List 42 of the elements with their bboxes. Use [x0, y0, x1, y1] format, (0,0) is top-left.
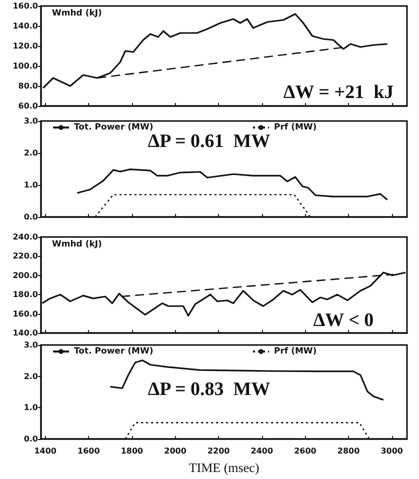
y-tick-label: 200.0	[12, 270, 38, 280]
line-series	[110, 360, 384, 401]
y-tick-label: 0.0	[24, 212, 38, 222]
y-tick-label: 240.0	[12, 232, 38, 242]
x-tick-label: 1600	[78, 446, 100, 456]
y-tick-label: 180.0	[12, 290, 38, 300]
annotation: ΔW = +21 kJ	[283, 82, 394, 103]
y-axis-title: Wmhd (kJ)	[52, 240, 102, 250]
legend-label: Tot. Power (MW)	[74, 346, 154, 356]
x-tick-label: 2800	[337, 446, 360, 456]
y-axis-title: Wmhd (kJ)	[52, 8, 102, 18]
x-tick-label: 2200	[207, 446, 230, 456]
annotation: ΔP = 0.61 MW	[148, 131, 270, 152]
y-tick-label: 1.0	[24, 180, 38, 190]
x-tick-label: 1800	[120, 446, 144, 456]
y-tick-label: 140.0	[12, 328, 38, 338]
x-tick-label: 1400	[34, 446, 57, 456]
legend-label: Tot. Power (MW)	[74, 122, 154, 132]
y-tick-label: 2.0	[24, 372, 38, 381]
annotation: ΔW < 0	[313, 310, 374, 331]
y-tick-label: 80.0	[18, 82, 38, 90]
y-tick-label: 0.0	[24, 434, 38, 444]
y-tick-label: 60.0	[18, 102, 38, 110]
y-tick-label: 2.0	[24, 148, 38, 158]
y-tick-label: 220.0	[12, 252, 38, 261]
y-tick-label: 3.0	[24, 116, 38, 126]
x-axis-title: TIME (msec)	[188, 460, 260, 475]
legend-label: Prf (MW)	[274, 122, 317, 132]
x-tick-label: 2600	[294, 446, 317, 456]
x-tick-label: 3000	[380, 446, 404, 456]
y-tick-label: 1.0	[24, 403, 38, 412]
y-tick-label: 120.0	[12, 42, 38, 50]
y-tick-label: 160.0	[12, 309, 38, 318]
annotation: ΔP = 0.83 MW	[148, 379, 270, 400]
x-tick-label: 2000	[164, 446, 187, 456]
line-series	[76, 168, 388, 201]
y-tick-label: 140.0	[12, 22, 38, 30]
legend-label: Prf (MW)	[274, 346, 317, 356]
y-tick-label: 160.0	[12, 2, 38, 10]
x-tick-label: 2400	[250, 446, 274, 456]
y-tick-label: 3.0	[24, 340, 38, 350]
y-tick-label: 100.0	[12, 62, 38, 70]
